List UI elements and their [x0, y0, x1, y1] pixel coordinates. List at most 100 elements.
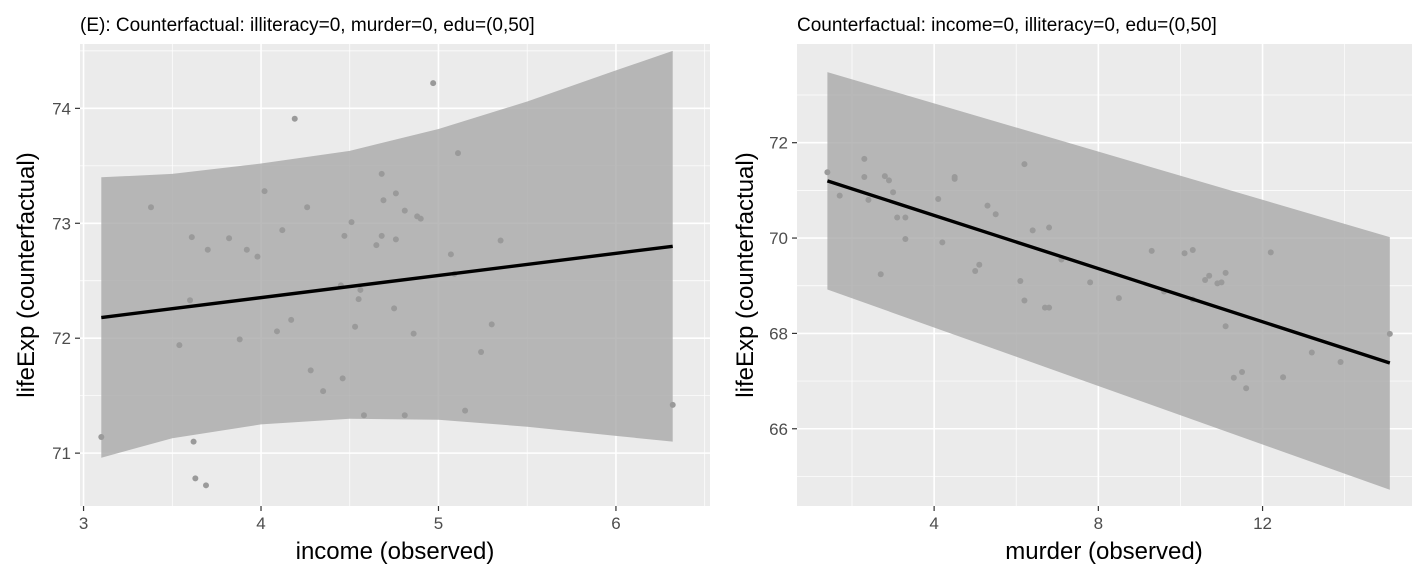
- right-data-point: [836, 192, 843, 199]
- right-data-point: [885, 177, 892, 184]
- left-data-point: [355, 296, 362, 303]
- right-regression-line: [826, 179, 1391, 365]
- right-confidence-band-area: [827, 72, 1390, 490]
- left-data-point: [254, 253, 261, 260]
- left-chart-title: (E): Counterfactual: illiteracy=0, murde…: [80, 15, 535, 36]
- left-confidence-band: [101, 50, 673, 458]
- left-data-point: [304, 204, 311, 211]
- right-data-point: [972, 267, 979, 274]
- right-y-tick-label: 72: [769, 134, 788, 153]
- left-data-point: [190, 438, 197, 445]
- right-data-point: [1218, 279, 1225, 286]
- left-data-point: [291, 115, 298, 122]
- left-data-point: [348, 219, 355, 226]
- left-data-point: [320, 388, 327, 395]
- left-regression-line: [101, 244, 673, 320]
- right-confidence-band: [827, 72, 1390, 490]
- left-data-point: [417, 215, 424, 222]
- left-data-point: [392, 190, 399, 197]
- left-data-point: [378, 232, 385, 239]
- left-y-tick-label: 71: [52, 444, 71, 463]
- left-data-point: [307, 367, 314, 374]
- right-data-point: [1202, 277, 1209, 284]
- left-data-point: [360, 412, 367, 419]
- left-data-point: [401, 412, 408, 419]
- right-data-point: [1017, 277, 1024, 284]
- left-data-point: [204, 246, 211, 253]
- left-x-tick-label: 5: [434, 514, 443, 533]
- left-data-point: [478, 349, 485, 355]
- right-axis-ticks: 4 8 12 66 68 70 72: [769, 134, 1272, 533]
- right-data-point: [1222, 269, 1229, 276]
- left-data-point: [187, 297, 194, 304]
- left-data-point: [392, 236, 399, 243]
- left-data-point: [380, 197, 387, 204]
- left-chart: 3 4 5 6 71 72 73 74 (E): Counterfactual: illite…: [13, 15, 710, 565]
- left-data-point: [410, 330, 417, 337]
- left-y-tick-label: 74: [52, 99, 71, 118]
- right-chart: 4 8 12 66 68 70 72 Counterfactual: income=0, i…: [732, 15, 1412, 565]
- right-data-point: [984, 202, 991, 209]
- right-chart-title: Counterfactual: income=0, illiteracy=0, …: [797, 15, 1217, 36]
- right-data-point: [861, 155, 868, 162]
- right-data-point: [939, 239, 946, 246]
- left-data-point: [98, 434, 105, 441]
- right-x-tick-label: 12: [1253, 514, 1272, 533]
- left-data-point: [273, 328, 280, 335]
- left-data-point: [279, 227, 286, 234]
- left-data-point: [339, 375, 346, 382]
- left-fit-line: [101, 244, 673, 320]
- right-fit-line: [826, 179, 1391, 365]
- left-x-tick-label: 3: [79, 514, 88, 533]
- left-data-point: [497, 237, 504, 244]
- right-data-point: [1029, 227, 1036, 234]
- left-data-point: [236, 336, 243, 343]
- left-data-point: [373, 242, 380, 249]
- right-y-tick-label: 66: [769, 420, 788, 439]
- left-data-point: [188, 234, 195, 241]
- right-data-point: [1021, 161, 1028, 168]
- left-data-point: [176, 342, 183, 349]
- left-confidence-band-area: [101, 50, 673, 458]
- left-data-point: [669, 401, 676, 408]
- right-x-tick-label: 4: [929, 514, 938, 533]
- right-data-point: [1386, 330, 1393, 337]
- right-data-point: [1046, 224, 1053, 231]
- right-data-point: [951, 174, 958, 181]
- left-data-point: [261, 188, 268, 195]
- right-data-point: [1239, 369, 1246, 376]
- right-data-point: [1087, 279, 1094, 286]
- right-data-point: [865, 196, 872, 203]
- right-data-point: [1280, 374, 1287, 381]
- right-data-point: [1206, 272, 1213, 279]
- left-data-point: [243, 246, 250, 253]
- left-data-point: [357, 286, 364, 293]
- right-data-point: [861, 174, 868, 181]
- right-data-point: [1230, 374, 1237, 381]
- left-data-point: [203, 482, 209, 489]
- left-data-point: [192, 475, 199, 482]
- left-y-tick-label: 73: [52, 214, 71, 233]
- right-data-point: [1189, 246, 1196, 253]
- right-data-point: [1337, 359, 1344, 366]
- right-data-point: [1222, 323, 1229, 330]
- left-data-point: [488, 321, 495, 328]
- left-x-axis-title: income (observed): [296, 538, 495, 565]
- left-data-point: [147, 204, 154, 211]
- left-y-axis-title: lifeExp (counterfactual): [13, 152, 40, 397]
- right-data-point: [1308, 349, 1315, 356]
- left-data-point: [447, 251, 454, 258]
- left-axis-ticks: 3 4 5 6 71 72 73 74: [52, 99, 621, 533]
- right-x-axis-title: murder (observed): [1005, 538, 1202, 565]
- left-data-point: [430, 80, 437, 87]
- right-data-point: [976, 261, 983, 268]
- right-y-axis-title: lifeExp (counterfactual): [732, 152, 759, 397]
- right-data-point: [881, 173, 888, 180]
- left-data-point: [391, 305, 398, 312]
- right-data-point: [1115, 295, 1122, 302]
- left-data-point: [341, 232, 348, 239]
- left-data-point: [455, 150, 461, 157]
- left-x-tick-label: 6: [611, 514, 620, 533]
- right-data-point: [902, 236, 909, 243]
- right-data-point: [890, 189, 897, 196]
